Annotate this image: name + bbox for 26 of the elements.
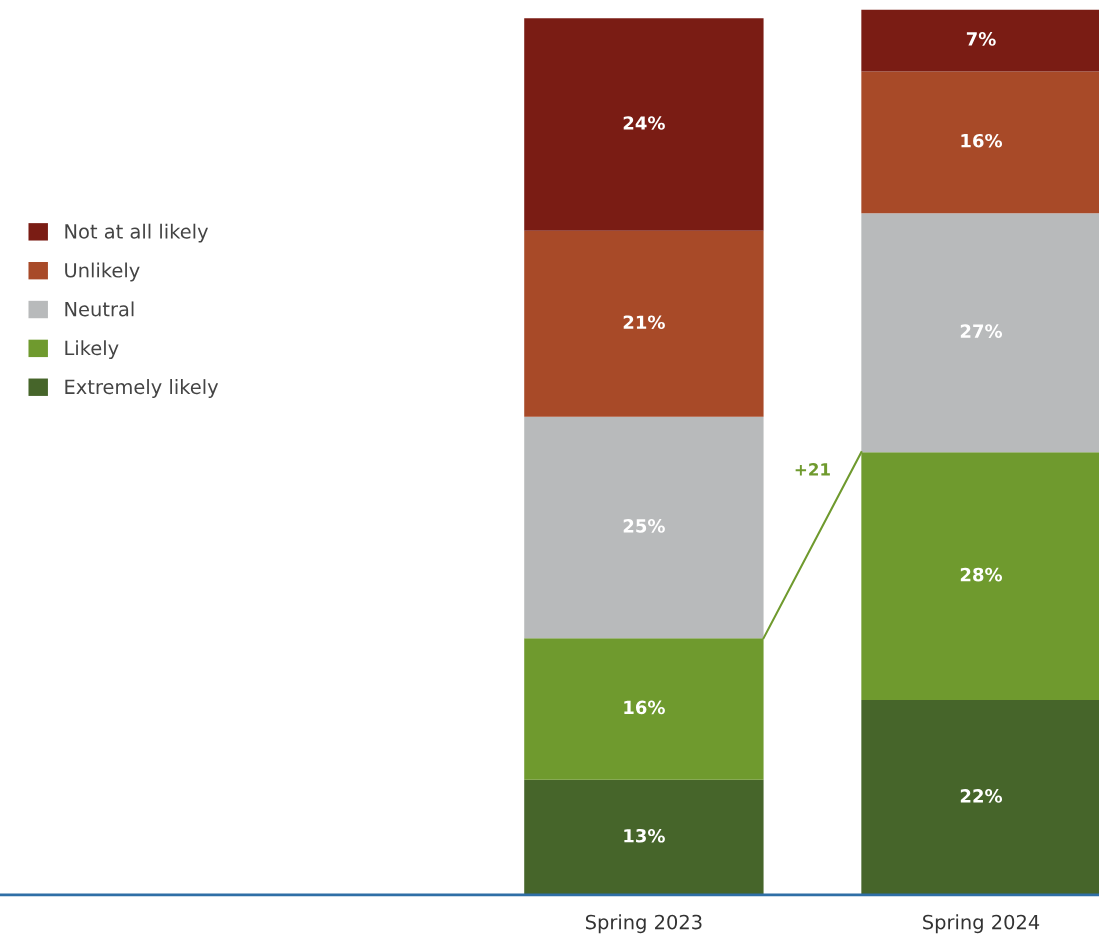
bar [861, 213, 1099, 453]
annotation: +21 [795, 463, 830, 476]
data-label: 24% [623, 116, 665, 130]
data-label: 28% [960, 567, 1003, 582]
bar [861, 9, 1099, 72]
bar [524, 230, 764, 417]
bar [524, 779, 764, 895]
bar [524, 18, 764, 231]
data-label: 7% [966, 32, 996, 46]
bar [861, 700, 1099, 895]
x-tick-label: Spring 2023 [585, 914, 702, 934]
legend-label: Extremely likely [65, 379, 219, 398]
data-label: 16% [624, 700, 665, 715]
legend-label: Unlikely [65, 262, 140, 282]
data-label: 22% [960, 789, 1003, 803]
data-label: 16% [961, 133, 1003, 148]
bar [524, 416, 764, 639]
legend-label: Not at all likely [65, 223, 209, 243]
data-label: 21% [623, 315, 665, 330]
data-label: 27% [960, 324, 1003, 338]
legend-label: Likely [65, 340, 119, 360]
data-label: 13% [624, 828, 665, 843]
data-label: 25% [623, 519, 665, 533]
bar [861, 71, 1099, 214]
legend-label: Neutral [65, 301, 134, 317]
x-tick-label: Spring 2024 [923, 914, 1040, 934]
